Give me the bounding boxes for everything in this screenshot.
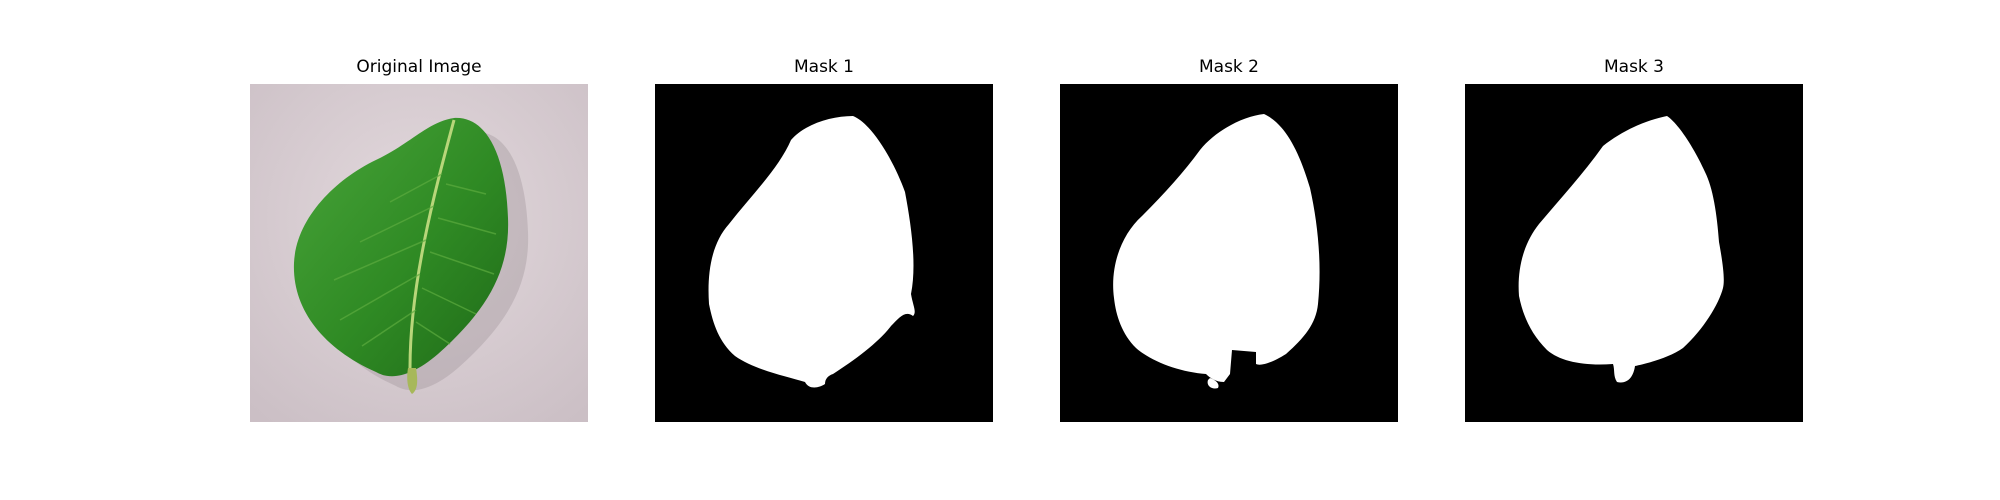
mask-2-image [1060,84,1398,422]
original-image [250,84,588,422]
panel-title: Mask 3 [1603,57,1664,77]
mask-1-panel: Mask 1 [655,52,993,422]
panel-title: Original Image [356,57,482,77]
mask-2-panel: Mask 2 [1060,52,1398,422]
mask-3-panel: Mask 3 [1465,52,1803,422]
mask-1-shape [655,84,993,422]
original-image-panel: Original Image [250,52,588,422]
panel-title: Mask 2 [1198,57,1259,77]
mask-2-shape [1060,84,1398,422]
leaf-photo [250,84,588,422]
panel-title: Mask 1 [793,57,854,77]
mask-3-image [1465,84,1803,422]
mask-1-image [655,84,993,422]
mask-3-shape [1465,84,1803,422]
